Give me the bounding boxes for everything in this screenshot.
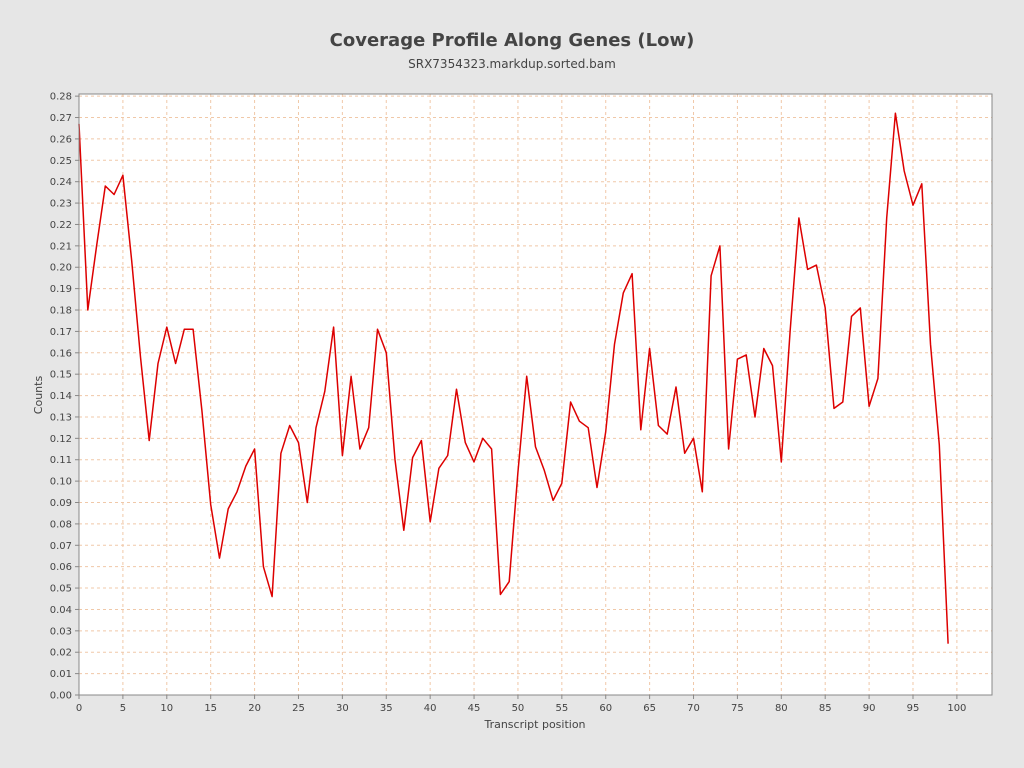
y-tick-label: 0.10 xyxy=(50,477,72,488)
y-tick-label: 0.07 xyxy=(50,541,72,552)
y-tick-label: 0.24 xyxy=(50,177,72,188)
x-tick-label: 95 xyxy=(907,703,920,714)
y-tick-label: 0.18 xyxy=(50,306,72,317)
plot-border xyxy=(78,93,993,696)
x-tick-label: 15 xyxy=(204,703,217,714)
x-tick-label: 85 xyxy=(819,703,832,714)
x-tick-label: 65 xyxy=(643,703,656,714)
axis-ticks: 0 5 10 15 20 25 30 35 40 45 50 55 60 65 70 75 80 85 90 95 10… xyxy=(50,92,967,714)
x-tick-label: 50 xyxy=(512,703,525,714)
x-tick-label: 75 xyxy=(731,703,744,714)
y-tick-label: 0.25 xyxy=(50,156,72,167)
y-tick-label: 0.09 xyxy=(50,498,72,509)
y-tick-label: 0.00 xyxy=(50,691,72,702)
y-tick-label: 0.16 xyxy=(50,348,72,359)
series-line xyxy=(78,112,949,644)
y-tick-label: 0.13 xyxy=(50,412,72,423)
y-tick-label: 0.12 xyxy=(50,434,72,445)
chart-subtitle: SRX7354323.markdup.sorted.bam xyxy=(408,57,616,71)
y-tick-label: 0.14 xyxy=(50,391,72,402)
y-tick-label: 0.04 xyxy=(50,605,72,616)
y-tick-label: 0.26 xyxy=(50,134,72,145)
x-tick-label: 60 xyxy=(599,703,612,714)
x-tick-label: 90 xyxy=(863,703,876,714)
x-tick-label: 45 xyxy=(468,703,481,714)
y-tick-label: 0.28 xyxy=(50,92,72,103)
y-tick-label: 0.17 xyxy=(50,327,72,338)
y-tick-label: 0.27 xyxy=(50,113,72,124)
x-tick-label: 80 xyxy=(775,703,788,714)
x-tick-label: 30 xyxy=(336,703,349,714)
x-tick-label: 40 xyxy=(424,703,437,714)
y-tick-label: 0.03 xyxy=(50,626,72,637)
x-tick-label: 5 xyxy=(120,703,126,714)
y-tick-label: 0.01 xyxy=(50,669,72,680)
y-tick-label: 0.21 xyxy=(50,241,72,252)
x-tick-label: 0 xyxy=(76,703,82,714)
y-axis-label: Counts xyxy=(32,376,45,415)
x-tick-label: 25 xyxy=(292,703,305,714)
x-tick-label: 70 xyxy=(687,703,700,714)
plot-area xyxy=(79,94,992,695)
y-tick-label: 0.11 xyxy=(50,455,72,466)
y-tick-label: 0.15 xyxy=(50,370,72,381)
y-tick-label: 0.02 xyxy=(50,648,72,659)
x-tick-label: 100 xyxy=(947,703,966,714)
x-tick-label: 35 xyxy=(380,703,393,714)
x-tick-label: 10 xyxy=(160,703,173,714)
y-tick-label: 0.20 xyxy=(50,263,72,274)
x-tick-label: 55 xyxy=(555,703,568,714)
chart-title: Coverage Profile Along Genes (Low) xyxy=(329,30,695,51)
x-axis-label: Transcript position xyxy=(483,718,585,731)
y-tick-label: 0.08 xyxy=(50,519,72,530)
y-tick-label: 0.05 xyxy=(50,584,72,595)
y-tick-label: 0.22 xyxy=(50,220,72,231)
y-tick-label: 0.19 xyxy=(50,284,72,295)
y-tick-label: 0.06 xyxy=(50,562,72,573)
y-tick-label: 0.23 xyxy=(50,199,72,210)
x-tick-label: 20 xyxy=(248,703,261,714)
series-group xyxy=(78,112,949,644)
